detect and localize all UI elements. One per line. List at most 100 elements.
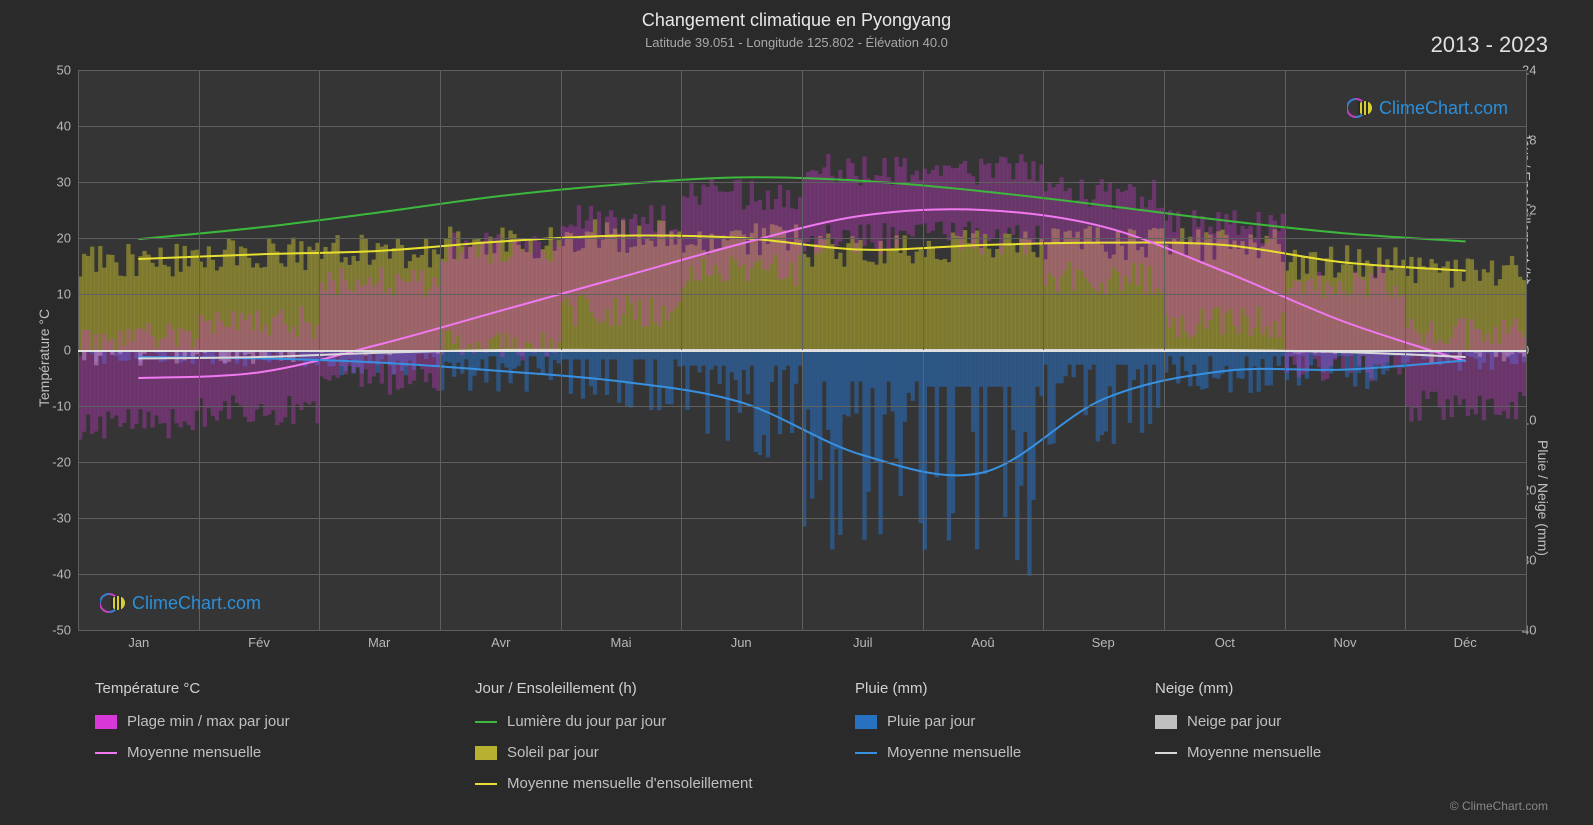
temp-range-bar [1514, 318, 1518, 419]
y-left-tick: 40 [57, 119, 71, 134]
temp-range-bar [1277, 231, 1281, 338]
sunlight-bar [975, 230, 979, 350]
temp-range-bar [1059, 177, 1063, 276]
rain-bar [705, 350, 709, 434]
rain-bar [621, 350, 625, 382]
sunlight-bar [1011, 244, 1015, 350]
rain-bar [814, 350, 818, 435]
x-tick: Juil [853, 635, 873, 650]
temp-range-bar [633, 214, 637, 320]
temp-range-bar [158, 339, 162, 423]
rain-bar [1240, 350, 1244, 379]
x-tick: Nov [1333, 635, 1356, 650]
temp-range-bar [1365, 297, 1369, 373]
chart-title: Changement climatique en Pyongyang [0, 10, 1593, 31]
rain-bar [726, 350, 730, 441]
temp-range-bar [786, 190, 790, 277]
temp-range-bar [963, 161, 967, 227]
temp-range-bar [1369, 274, 1373, 382]
sunlight-bar [951, 233, 955, 350]
temp-range-bar [1232, 210, 1236, 325]
rain-bar [987, 350, 991, 387]
temp-range-bar [528, 253, 532, 344]
sunlight-bar [983, 234, 987, 350]
temp-range-bar [1321, 298, 1325, 380]
temp-range-bar [814, 171, 818, 254]
temp-range-bar [701, 184, 705, 258]
temp-range-bar [830, 176, 834, 238]
legend-swatch [95, 752, 117, 754]
legend-item: Moyenne mensuelle d'ensoleillement [475, 775, 805, 792]
rain-bar [939, 350, 943, 387]
temp-range-bar [862, 157, 866, 246]
temp-range-bar [476, 257, 480, 342]
temp-range-bar [589, 206, 593, 313]
sunlight-bar [810, 267, 814, 350]
temp-range-bar [854, 176, 858, 254]
temp-range-bar [1297, 282, 1301, 378]
temp-range-bar [86, 330, 90, 414]
temp-range-bar [983, 165, 987, 236]
temp-range-bar [259, 331, 263, 403]
temp-range-bar [794, 209, 798, 286]
sunlight-bar [947, 262, 951, 350]
legend-label: Moyenne mensuelle d'ensoleillement [507, 775, 753, 792]
rain-bar [911, 350, 915, 401]
sunlight-bar [999, 246, 1003, 350]
temp-range-bar [943, 166, 947, 235]
temp-range-bar [1071, 203, 1075, 290]
rain-bar [742, 350, 746, 370]
temp-range-bar [283, 324, 287, 417]
temp-range-bar [661, 205, 665, 305]
temp-range-bar [295, 337, 299, 404]
temp-range-bar [215, 312, 219, 420]
temp-range-bar [842, 180, 846, 230]
temp-range-bar [400, 279, 404, 388]
temp-range-bar [1204, 241, 1208, 329]
watermark-top-right: ClimeChart.com [1347, 95, 1508, 121]
sunlight-bar [935, 259, 939, 350]
rain-bar [1055, 350, 1059, 383]
rain-bar [778, 350, 782, 434]
temp-range-bar [1470, 319, 1474, 409]
temp-range-bar [870, 181, 874, 243]
temp-range-bar [191, 348, 195, 430]
rain-bar [524, 350, 528, 392]
temp-range-bar [146, 323, 150, 412]
temp-range-bar [1092, 199, 1096, 288]
temp-range-bar [1345, 296, 1349, 356]
legend-label: Neige par jour [1187, 713, 1281, 730]
plot-area [78, 70, 1526, 630]
temp-range-bar [239, 313, 243, 405]
temp-range-bar [1474, 329, 1478, 415]
sunlight-bar [806, 257, 810, 350]
rain-bar [927, 350, 931, 387]
temp-range-bar [231, 311, 235, 395]
temp-range-bar [935, 166, 939, 223]
rain-bar [1019, 350, 1023, 486]
rain-bar [730, 350, 734, 372]
temp-range-bar [235, 330, 239, 403]
rain-bar [959, 350, 963, 387]
legend-item: Moyenne mensuelle [1155, 744, 1321, 761]
temp-range-bar [766, 190, 770, 270]
temp-range-bar [271, 317, 275, 410]
rain-bar [838, 350, 842, 535]
temp-range-bar [705, 187, 709, 275]
temp-range-bar [617, 234, 621, 326]
y-left-tick: 0 [64, 343, 71, 358]
rain-bar [693, 350, 697, 366]
rain-bar [1192, 350, 1196, 365]
legend-column: Neige (mm)Neige par jourMoyenne mensuell… [1155, 680, 1321, 792]
temp-range-bar [327, 272, 331, 381]
temp-range-bar [267, 335, 271, 414]
rain-bar [915, 350, 919, 382]
rain-bar [967, 350, 971, 387]
temp-range-bar [508, 257, 512, 348]
temp-range-bar [488, 263, 492, 339]
sunlight-bar [895, 235, 899, 350]
sunlight-bar [899, 253, 903, 350]
y-axis-left: 50403020100-10-20-30-40-50 [20, 70, 75, 630]
sunlight-bar [874, 265, 878, 350]
rain-bar [718, 350, 722, 384]
